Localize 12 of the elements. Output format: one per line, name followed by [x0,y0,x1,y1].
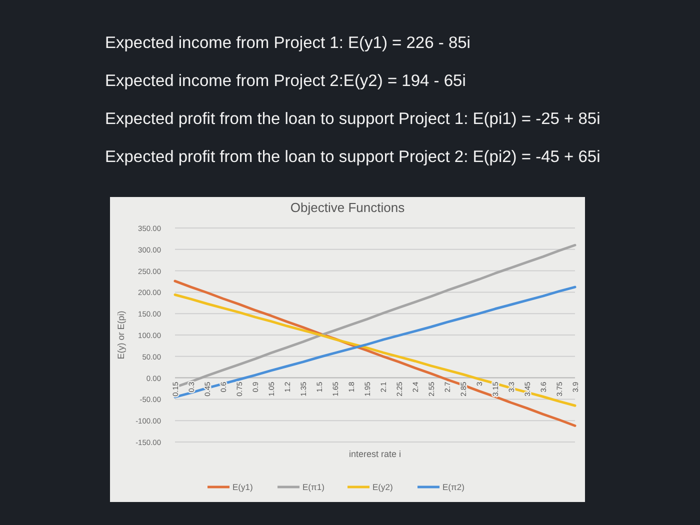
y-axis-title: E(y) or E(pi) [116,310,126,360]
text: Expected income from Project 2:E(y2) = 194 - 65i [105,72,466,90]
x-axis-title: interest rate i [348,449,402,459]
legend-label: E(y1) [232,482,253,492]
legend-label: E(π1) [302,482,325,492]
line-series [174,280,576,427]
legend-label: E(π2) [442,482,465,492]
chart-title: Objective Functions [290,200,406,215]
text: Expected income from Project 1: E(y1) = 226 - 85i [105,34,470,52]
text: Expected profit from the loan to support Project 2: E(pi2) = -45 + 65i [105,148,600,166]
text: Expected profit from the loan to support Project 1: E(pi1) = -25 + 85i [105,110,600,128]
legend-label: E(y2) [372,482,393,492]
